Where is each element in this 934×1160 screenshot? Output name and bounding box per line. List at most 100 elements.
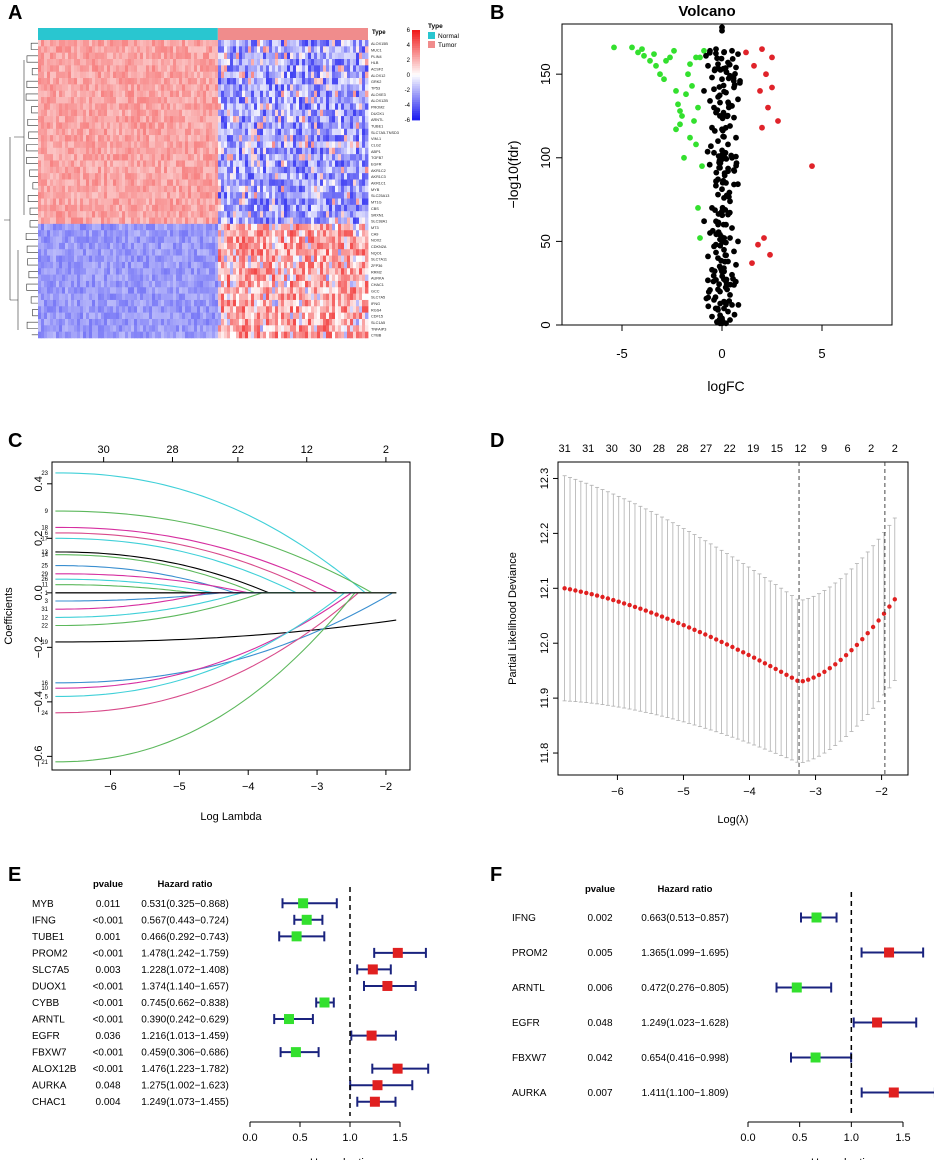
heatmap-cell bbox=[233, 71, 237, 79]
heatmap-cell bbox=[38, 198, 42, 206]
heatmap-cell bbox=[302, 128, 306, 136]
heatmap-cell bbox=[113, 84, 117, 92]
heatmap-cell bbox=[77, 65, 81, 72]
heatmap-cell bbox=[296, 141, 300, 149]
heatmap-cell bbox=[335, 236, 339, 244]
heatmap-cell bbox=[101, 255, 105, 263]
heatmap-cell bbox=[212, 192, 216, 199]
heatmap-cell bbox=[140, 84, 144, 92]
heatmap-cell bbox=[320, 59, 324, 66]
heatmap-cell bbox=[206, 147, 210, 155]
heatmap-cell bbox=[203, 287, 207, 294]
heatmap-cell bbox=[101, 173, 105, 180]
heatmap-cell bbox=[113, 65, 117, 72]
heatmap-cell bbox=[164, 78, 168, 85]
heatmap-cell bbox=[50, 261, 54, 269]
heatmap-cell bbox=[335, 78, 339, 85]
heatmap-cell bbox=[323, 287, 327, 294]
heatmap-cell bbox=[260, 160, 264, 168]
heatmap-cell bbox=[200, 147, 204, 155]
heatmap-cell bbox=[158, 122, 162, 130]
heatmap-cell bbox=[293, 141, 297, 149]
heatmap-cell bbox=[113, 97, 117, 104]
heatmap-cell bbox=[263, 299, 267, 307]
heatmap-cell bbox=[185, 211, 189, 218]
heatmap-cell bbox=[353, 204, 357, 212]
heatmap-cell bbox=[80, 242, 84, 250]
heatmap-cell bbox=[251, 141, 255, 149]
heatmap-cell bbox=[236, 223, 240, 231]
heatmap-cell bbox=[341, 78, 345, 85]
heatmap-cell bbox=[182, 204, 186, 212]
heatmap-cell bbox=[92, 147, 96, 155]
heatmap-cell bbox=[302, 141, 306, 149]
heatmap-cell bbox=[347, 192, 351, 199]
heatmap-cell bbox=[77, 135, 81, 142]
heatmap-cell bbox=[110, 261, 114, 269]
heatmap-cell bbox=[281, 122, 285, 130]
heatmap-cell bbox=[128, 204, 132, 212]
heatmap-cell bbox=[71, 204, 75, 212]
heatmap-cell bbox=[356, 255, 360, 263]
heatmap-cell bbox=[65, 40, 69, 47]
heatmap-cell bbox=[119, 274, 123, 282]
heatmap-cell bbox=[131, 97, 135, 104]
heatmap-cell bbox=[212, 116, 216, 123]
heatmap-cell bbox=[230, 274, 234, 282]
heatmap-cell bbox=[149, 52, 153, 60]
heatmap-cell bbox=[83, 71, 87, 79]
heatmap-cell bbox=[221, 78, 225, 85]
heatmap-cell bbox=[305, 78, 309, 85]
heatmap-cell bbox=[299, 230, 303, 237]
heatmap-chart: TypeALOX15BMUC1PLIN4HLBACSF2ALOX12GRK2TP… bbox=[4, 23, 460, 339]
heatmap-cell bbox=[281, 268, 285, 275]
heatmap-cell bbox=[263, 287, 267, 294]
heatmap-cell bbox=[365, 166, 369, 174]
heatmap-cell bbox=[365, 204, 369, 212]
heatmap-cell bbox=[290, 217, 294, 225]
heatmap-cell bbox=[311, 274, 315, 282]
heatmap-cell bbox=[350, 236, 354, 244]
heatmap-cell bbox=[260, 65, 264, 72]
heatmap-cell bbox=[80, 261, 84, 269]
heatmap-cell bbox=[293, 46, 297, 53]
heatmap-cell bbox=[71, 109, 75, 117]
heatmap-cell bbox=[137, 147, 141, 155]
heatmap-cell bbox=[365, 185, 369, 193]
heatmap-cell bbox=[194, 52, 198, 60]
heatmap-cell bbox=[353, 255, 357, 263]
heatmap-cell bbox=[155, 217, 159, 225]
heatmap-cell bbox=[137, 71, 141, 79]
heatmap-cell bbox=[308, 249, 312, 256]
heatmap-cell bbox=[359, 261, 363, 269]
heatmap-cell bbox=[227, 78, 231, 85]
heatmap-cell bbox=[236, 185, 240, 193]
heatmap-cell bbox=[263, 116, 267, 123]
heatmap-cell bbox=[203, 211, 207, 218]
heatmap-cell bbox=[113, 128, 117, 136]
heatmap-cell bbox=[209, 103, 213, 111]
heatmap-cell bbox=[320, 154, 324, 161]
heatmap-cell bbox=[269, 274, 273, 282]
heatmap-cell bbox=[308, 84, 312, 92]
heatmap-cell bbox=[269, 268, 273, 275]
heatmap-cell bbox=[239, 116, 243, 123]
heatmap-cell bbox=[257, 71, 261, 79]
heatmap-cell bbox=[215, 128, 219, 136]
heatmap-cell bbox=[263, 268, 267, 275]
heatmap-cell bbox=[92, 46, 96, 53]
heatmap-cell bbox=[155, 109, 159, 117]
heatmap-cell bbox=[362, 312, 366, 320]
heatmap-cell bbox=[71, 154, 75, 161]
heatmap-cell bbox=[209, 90, 213, 98]
heatmap-cell bbox=[59, 78, 63, 85]
heatmap-cell bbox=[101, 293, 105, 301]
heatmap-cell bbox=[173, 280, 177, 288]
heatmap-cell bbox=[155, 312, 159, 320]
heatmap-cell bbox=[302, 318, 306, 326]
heatmap-cell bbox=[230, 217, 234, 225]
heatmap-cell bbox=[290, 52, 294, 60]
heatmap-cell bbox=[296, 84, 300, 92]
heatmap-cell bbox=[92, 59, 96, 66]
heatmap-cell bbox=[260, 128, 264, 136]
